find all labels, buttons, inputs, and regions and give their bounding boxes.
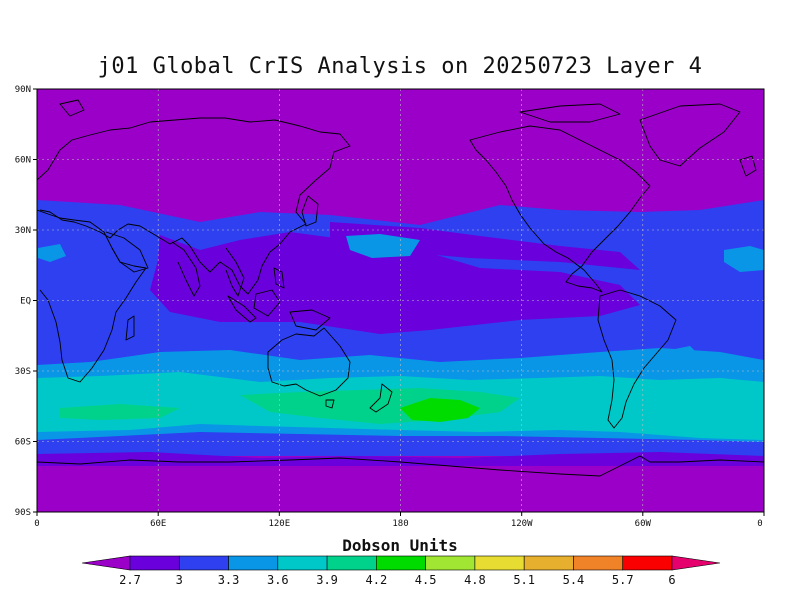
coast-borneo	[253, 289, 281, 317]
coast-india	[171, 241, 201, 297]
colorbar-labels: 2.7 3 3.3 3.6 3.9 4.2 4.5 4.8 5.1 5.4 5.7 6	[119, 573, 675, 587]
y-tick-60s: 60S	[15, 438, 31, 448]
colorbar-box	[474, 555, 525, 571]
coast-greenland	[639, 103, 741, 167]
coast-indochina	[225, 247, 245, 297]
field-band-teal-2	[60, 404, 180, 420]
colorbar-box	[523, 555, 574, 571]
x-tick-0-end: 0	[757, 519, 762, 529]
colorbar-label: 3.9	[316, 573, 338, 587]
colorbar-label: 4.5	[415, 573, 437, 587]
colorbar-box	[376, 555, 426, 571]
colorbar-min-triangle	[81, 555, 131, 571]
colorbar-box	[129, 555, 180, 571]
colorbar-label: 5.7	[612, 573, 634, 587]
colorbar-label: 5.4	[563, 573, 585, 587]
field-max-green	[400, 398, 480, 422]
map-title: j01 Global CrIS Analysis on 20250723 Lay…	[97, 54, 703, 79]
colorbar-box	[277, 555, 328, 571]
colorbar-box	[622, 555, 673, 571]
colorbar-label: 4.2	[366, 573, 388, 587]
y-tick-90s: 90S	[15, 508, 31, 518]
coast-japan	[301, 195, 319, 227]
coast-newguinea	[289, 309, 331, 331]
colorbar-box	[425, 555, 476, 571]
coast-arctic-islands	[519, 103, 621, 123]
colorbar-max-triangle	[671, 555, 721, 571]
x-tick-0: 0	[34, 519, 39, 529]
x-tick-120e: 120E	[268, 519, 290, 529]
colorbar-box	[178, 555, 229, 571]
colorbar-label: 3.6	[267, 573, 289, 587]
colorbar-label: 5.1	[513, 573, 535, 587]
coast-australia	[267, 327, 351, 397]
y-tick-90n: 90N	[15, 85, 31, 95]
coast-svalbard	[59, 99, 85, 117]
x-ticks	[36, 512, 765, 516]
colorbar	[81, 555, 721, 571]
x-tick-120w: 120W	[511, 519, 533, 529]
y-tick-30n: 30N	[15, 226, 31, 236]
field-pocket-atlantic	[724, 246, 764, 272]
coast-antarctica	[37, 455, 764, 477]
coastlines	[37, 99, 764, 477]
x-tick-180: 180	[392, 519, 408, 529]
colorbar-title: Dobson Units	[342, 536, 458, 555]
x-tick-60w: 60W	[635, 519, 652, 529]
coast-newzealand	[369, 383, 393, 413]
coast-africa	[37, 209, 147, 383]
colorbar-box	[573, 555, 624, 571]
coast-northamerica	[469, 125, 651, 293]
y-tick-60n: 60N	[15, 156, 31, 166]
field-tropic-purple	[150, 232, 640, 334]
coast-arabia	[105, 231, 149, 273]
colorbar-label: 3.3	[218, 573, 240, 587]
field-tropic-purple-north	[330, 222, 640, 270]
colorbar-box	[228, 555, 279, 571]
coast-madagascar	[125, 315, 135, 341]
x-tick-60e: 60E	[150, 519, 166, 529]
field-pocket-arabia	[38, 244, 66, 262]
coast-tasmania	[325, 399, 335, 409]
coast-uk	[739, 155, 757, 177]
grid	[37, 89, 764, 512]
colorbar-label: 2.7	[119, 573, 141, 587]
coast-sumatra	[227, 295, 257, 323]
coast-eurasia	[37, 117, 351, 295]
colorbar-label: 6	[668, 573, 675, 587]
field-pocket-pacific	[346, 234, 420, 258]
y-tick-eq: EQ	[20, 297, 31, 307]
y-ticks	[33, 88, 37, 513]
colorbar-label: 4.8	[464, 573, 486, 587]
y-tick-30s: 30S	[15, 367, 31, 377]
colorbar-label: 3	[176, 573, 183, 587]
colorbar-box	[326, 555, 377, 571]
field-pocket-sa	[660, 346, 700, 362]
coast-southamerica	[597, 289, 677, 429]
